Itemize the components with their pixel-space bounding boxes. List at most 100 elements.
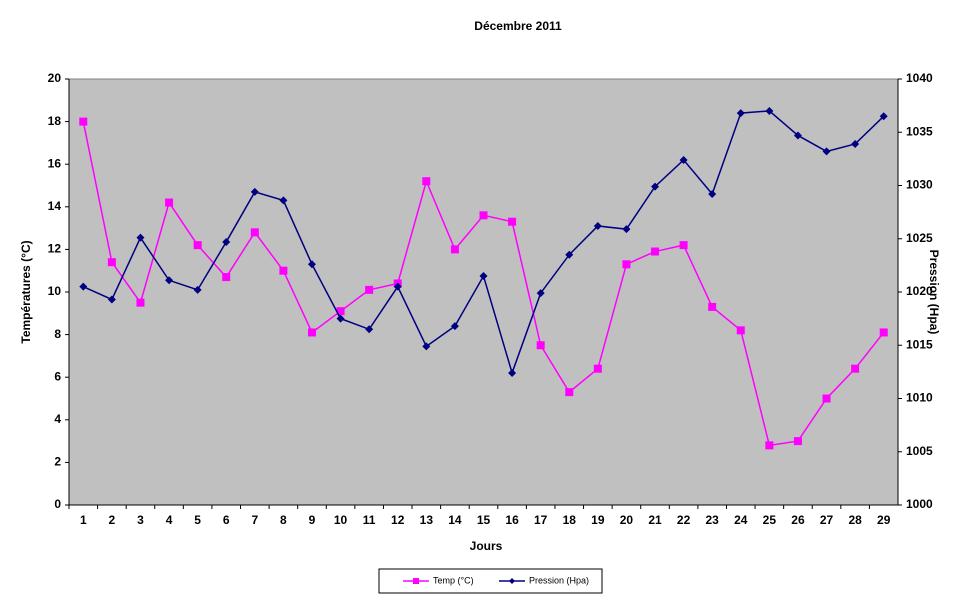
data-point [365, 285, 374, 294]
y-tick-label: 10 [48, 284, 62, 298]
data-point [651, 247, 660, 256]
data-point [79, 117, 88, 126]
data-point [136, 298, 145, 307]
y2-tick-label: 1035 [906, 124, 933, 138]
legend-marker [509, 578, 515, 584]
y-tick-label: 8 [54, 327, 61, 341]
x-tick-label: 16 [505, 513, 519, 527]
x-tick-label: 24 [734, 513, 748, 527]
data-point [479, 272, 488, 281]
x-tick-label: 1 [80, 513, 87, 527]
y-tick-label: 14 [48, 199, 62, 213]
data-point [107, 258, 116, 267]
y-tick-label: 12 [48, 242, 62, 256]
legend-box [378, 568, 603, 594]
data-point [822, 147, 831, 156]
x-tick-label: 25 [763, 513, 777, 527]
x-tick-label: 22 [677, 513, 691, 527]
data-point [279, 196, 288, 205]
x-tick-label: 23 [706, 513, 720, 527]
data-point [250, 187, 259, 196]
data-point [336, 314, 345, 323]
x-tick-label: 11 [363, 513, 376, 527]
x-tick-label: 29 [877, 513, 891, 527]
data-point [79, 282, 88, 291]
x-tick-label: 2 [109, 513, 116, 527]
data-point [536, 289, 545, 298]
x-tick-label: 28 [848, 513, 862, 527]
data-point [422, 342, 431, 351]
data-point [679, 241, 688, 250]
y-tick-label: 6 [54, 369, 61, 383]
y2-tick-label: 1040 [906, 71, 933, 85]
data-point [536, 341, 545, 350]
x-tick-label: 13 [420, 513, 434, 527]
data-point [593, 221, 602, 230]
x-tick-label: 9 [309, 513, 316, 527]
x-tick-label: 5 [194, 513, 201, 527]
data-point [708, 190, 717, 199]
x-tick-label: 17 [534, 513, 548, 527]
data-point [222, 237, 231, 246]
data-point [165, 198, 174, 207]
data-point [565, 250, 574, 259]
data-point [851, 364, 860, 373]
chart-title: Décembre 2011 [474, 19, 562, 33]
data-point [393, 282, 402, 291]
x-tick-label: 26 [791, 513, 805, 527]
legend-label: Pression (Hpa) [529, 575, 589, 585]
x-tick-label: 21 [648, 513, 662, 527]
x-tick-label: 14 [448, 513, 462, 527]
x-tick-label: 18 [563, 513, 577, 527]
data-point [222, 273, 231, 282]
x-tick-label: 27 [820, 513, 834, 527]
x-tick-label: 7 [251, 513, 258, 527]
data-point [793, 131, 802, 140]
y2-axis-label: Pression (Hpa) [927, 250, 941, 335]
data-point [479, 211, 488, 220]
x-tick-label: 6 [223, 513, 230, 527]
data-point [851, 139, 860, 148]
y-tick-label: 0 [54, 497, 61, 511]
x-tick-label: 4 [166, 513, 173, 527]
data-point [651, 182, 660, 191]
data-point [336, 307, 345, 316]
y-tick-label: 2 [54, 455, 61, 469]
data-point [193, 285, 202, 294]
y2-tick-label: 1005 [906, 444, 933, 458]
y-tick-label: 20 [48, 71, 62, 85]
data-point [450, 245, 459, 254]
x-tick-label: 10 [334, 513, 348, 527]
data-point [822, 394, 831, 403]
data-point [193, 241, 202, 250]
data-point [250, 228, 259, 237]
y-tick-label: 18 [48, 114, 62, 128]
x-tick-label: 19 [591, 513, 605, 527]
y-axis-label: Températures (°C) [19, 240, 33, 343]
y2-tick-label: 1020 [906, 284, 933, 298]
data-point [679, 155, 688, 164]
data-point [450, 322, 459, 331]
data-point [793, 437, 802, 446]
data-point [279, 266, 288, 275]
data-point [622, 225, 631, 234]
data-point [508, 217, 517, 226]
y2-tick-label: 1000 [906, 497, 933, 511]
y-tick-label: 16 [48, 156, 62, 170]
y2-tick-label: 1030 [906, 178, 933, 192]
data-point [307, 260, 316, 269]
data-point [136, 233, 145, 242]
data-point [765, 441, 774, 450]
data-point [879, 112, 888, 121]
data-point [107, 295, 116, 304]
data-point [765, 106, 774, 115]
data-point [622, 260, 631, 269]
y2-tick-label: 1025 [906, 231, 933, 245]
legend-marker [413, 578, 419, 584]
data-point [165, 276, 174, 285]
data-point [307, 328, 316, 337]
x-tick-label: 8 [280, 513, 287, 527]
plot-area [68, 78, 899, 506]
